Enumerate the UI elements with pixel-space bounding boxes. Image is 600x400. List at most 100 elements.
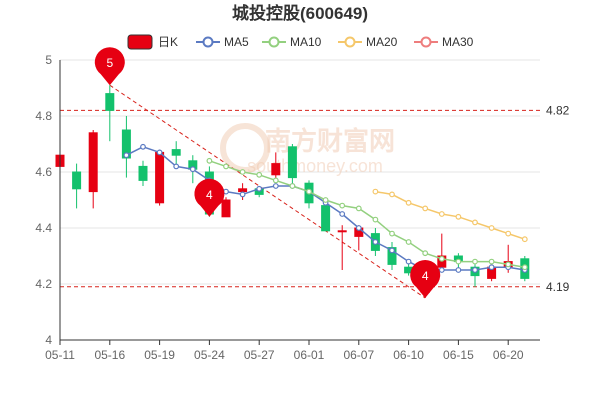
ma20-point xyxy=(422,205,429,212)
marker-pin-label: 4 xyxy=(206,188,213,202)
reference-lines: 4.82 4.19 xyxy=(60,103,570,294)
reference-line-label: 4.82 xyxy=(546,103,570,117)
watermark-text: 南方财富网 xyxy=(265,126,395,156)
x-tick-label: 05-24 xyxy=(194,348,225,362)
y-tick-label: 4 xyxy=(45,333,52,347)
candle xyxy=(321,202,331,232)
ma20-point xyxy=(521,236,528,243)
ma20-point xyxy=(472,219,478,226)
marker-pin: 4 xyxy=(410,260,441,298)
candle-body xyxy=(337,230,347,233)
x-tick-label: 06-20 xyxy=(493,348,524,362)
marker-pin-shape xyxy=(194,178,225,217)
ma5-point xyxy=(472,267,478,273)
ma10-point xyxy=(322,197,329,203)
ma10-point xyxy=(472,258,478,265)
ma10-point xyxy=(339,202,346,209)
reference-line-label: 4.19 xyxy=(546,280,570,294)
candle xyxy=(138,160,148,186)
ma5-point xyxy=(256,185,263,192)
legend-item[interactable]: MA10 xyxy=(262,35,322,49)
y-tick-label: 4.8 xyxy=(35,109,52,123)
legend-label: MA5 xyxy=(224,35,249,49)
marker-pin: 5 xyxy=(94,47,125,86)
ma10-point xyxy=(272,177,279,184)
candle-body xyxy=(271,163,281,176)
candle xyxy=(437,233,447,270)
marker-pin-shape xyxy=(410,260,441,298)
ma5-point xyxy=(405,258,412,265)
ma20-point xyxy=(488,225,495,231)
legend-item[interactable]: MA20 xyxy=(338,35,398,49)
candle xyxy=(287,144,297,186)
y-tick-label: 5 xyxy=(45,53,52,67)
candle-body xyxy=(138,165,148,181)
ma20-point xyxy=(405,199,412,206)
ma10-point xyxy=(372,216,379,223)
legend-label: MA30 xyxy=(442,35,474,49)
legend-item[interactable]: MA30 xyxy=(414,35,474,49)
candle-body xyxy=(88,132,98,193)
ma10-point xyxy=(438,255,445,262)
legend-item[interactable]: MA5 xyxy=(196,35,249,49)
candle-body xyxy=(238,188,248,193)
x-tick-label: 05-19 xyxy=(144,348,175,362)
trend-line-segment xyxy=(109,84,426,299)
ma10-line xyxy=(209,160,525,268)
ma10-point xyxy=(405,239,412,245)
legend-label: MA10 xyxy=(290,35,322,49)
ma10-point xyxy=(488,258,495,265)
legend-label: MA20 xyxy=(366,35,398,49)
ma10-point xyxy=(256,171,263,178)
legend[interactable]: 日K MA5 MA10 MA20 MA30 xyxy=(127,34,474,50)
candle xyxy=(121,116,131,178)
candle xyxy=(105,85,115,142)
ma10-point xyxy=(289,183,296,189)
ma5-point xyxy=(389,247,395,254)
candle xyxy=(171,141,181,167)
chart-title: 城投控股(600649) xyxy=(232,3,368,23)
ma5-point xyxy=(140,143,146,150)
candle xyxy=(221,197,231,218)
ma5-point xyxy=(123,152,130,159)
candle-body xyxy=(221,199,231,218)
ma5-point xyxy=(173,163,180,170)
marker-pin-shape xyxy=(94,47,125,86)
ma10-point xyxy=(223,163,229,170)
watermark-subtext: southmoney.com xyxy=(247,156,383,176)
ma5-point xyxy=(355,225,362,231)
ma10-point xyxy=(306,188,312,195)
candle-body xyxy=(155,151,165,204)
ma5-point xyxy=(156,149,163,156)
ma10-point xyxy=(355,205,362,212)
x-tick-label: 05-27 xyxy=(244,348,275,362)
trend-line xyxy=(109,84,426,299)
ma20-point xyxy=(389,191,395,198)
candle-body xyxy=(171,149,181,156)
ma5-point xyxy=(438,267,445,273)
legend-swatch-marker xyxy=(202,36,214,48)
watermark-logo-icon xyxy=(220,123,270,173)
candle-body xyxy=(287,146,297,179)
ma10-point xyxy=(505,261,512,268)
moving-averages xyxy=(123,143,528,273)
ma20-point xyxy=(438,211,445,217)
ma5-point xyxy=(223,188,229,195)
ma5-point xyxy=(339,211,346,217)
y-tick-label: 4.4 xyxy=(35,221,52,235)
legend-swatch-marker xyxy=(420,36,432,48)
ma20-point xyxy=(372,188,379,195)
y-tick-label: 4.6 xyxy=(35,165,52,179)
candle-body xyxy=(105,93,115,111)
candle xyxy=(337,225,347,270)
candle xyxy=(155,149,165,206)
ma5-point xyxy=(488,264,495,271)
ma5-point xyxy=(239,191,246,198)
candle-body xyxy=(72,171,82,190)
legend-item[interactable]: 日K xyxy=(127,34,178,50)
ma10-point xyxy=(455,258,462,265)
ma5-point xyxy=(189,166,196,173)
marker-pin: 4 xyxy=(194,178,225,217)
